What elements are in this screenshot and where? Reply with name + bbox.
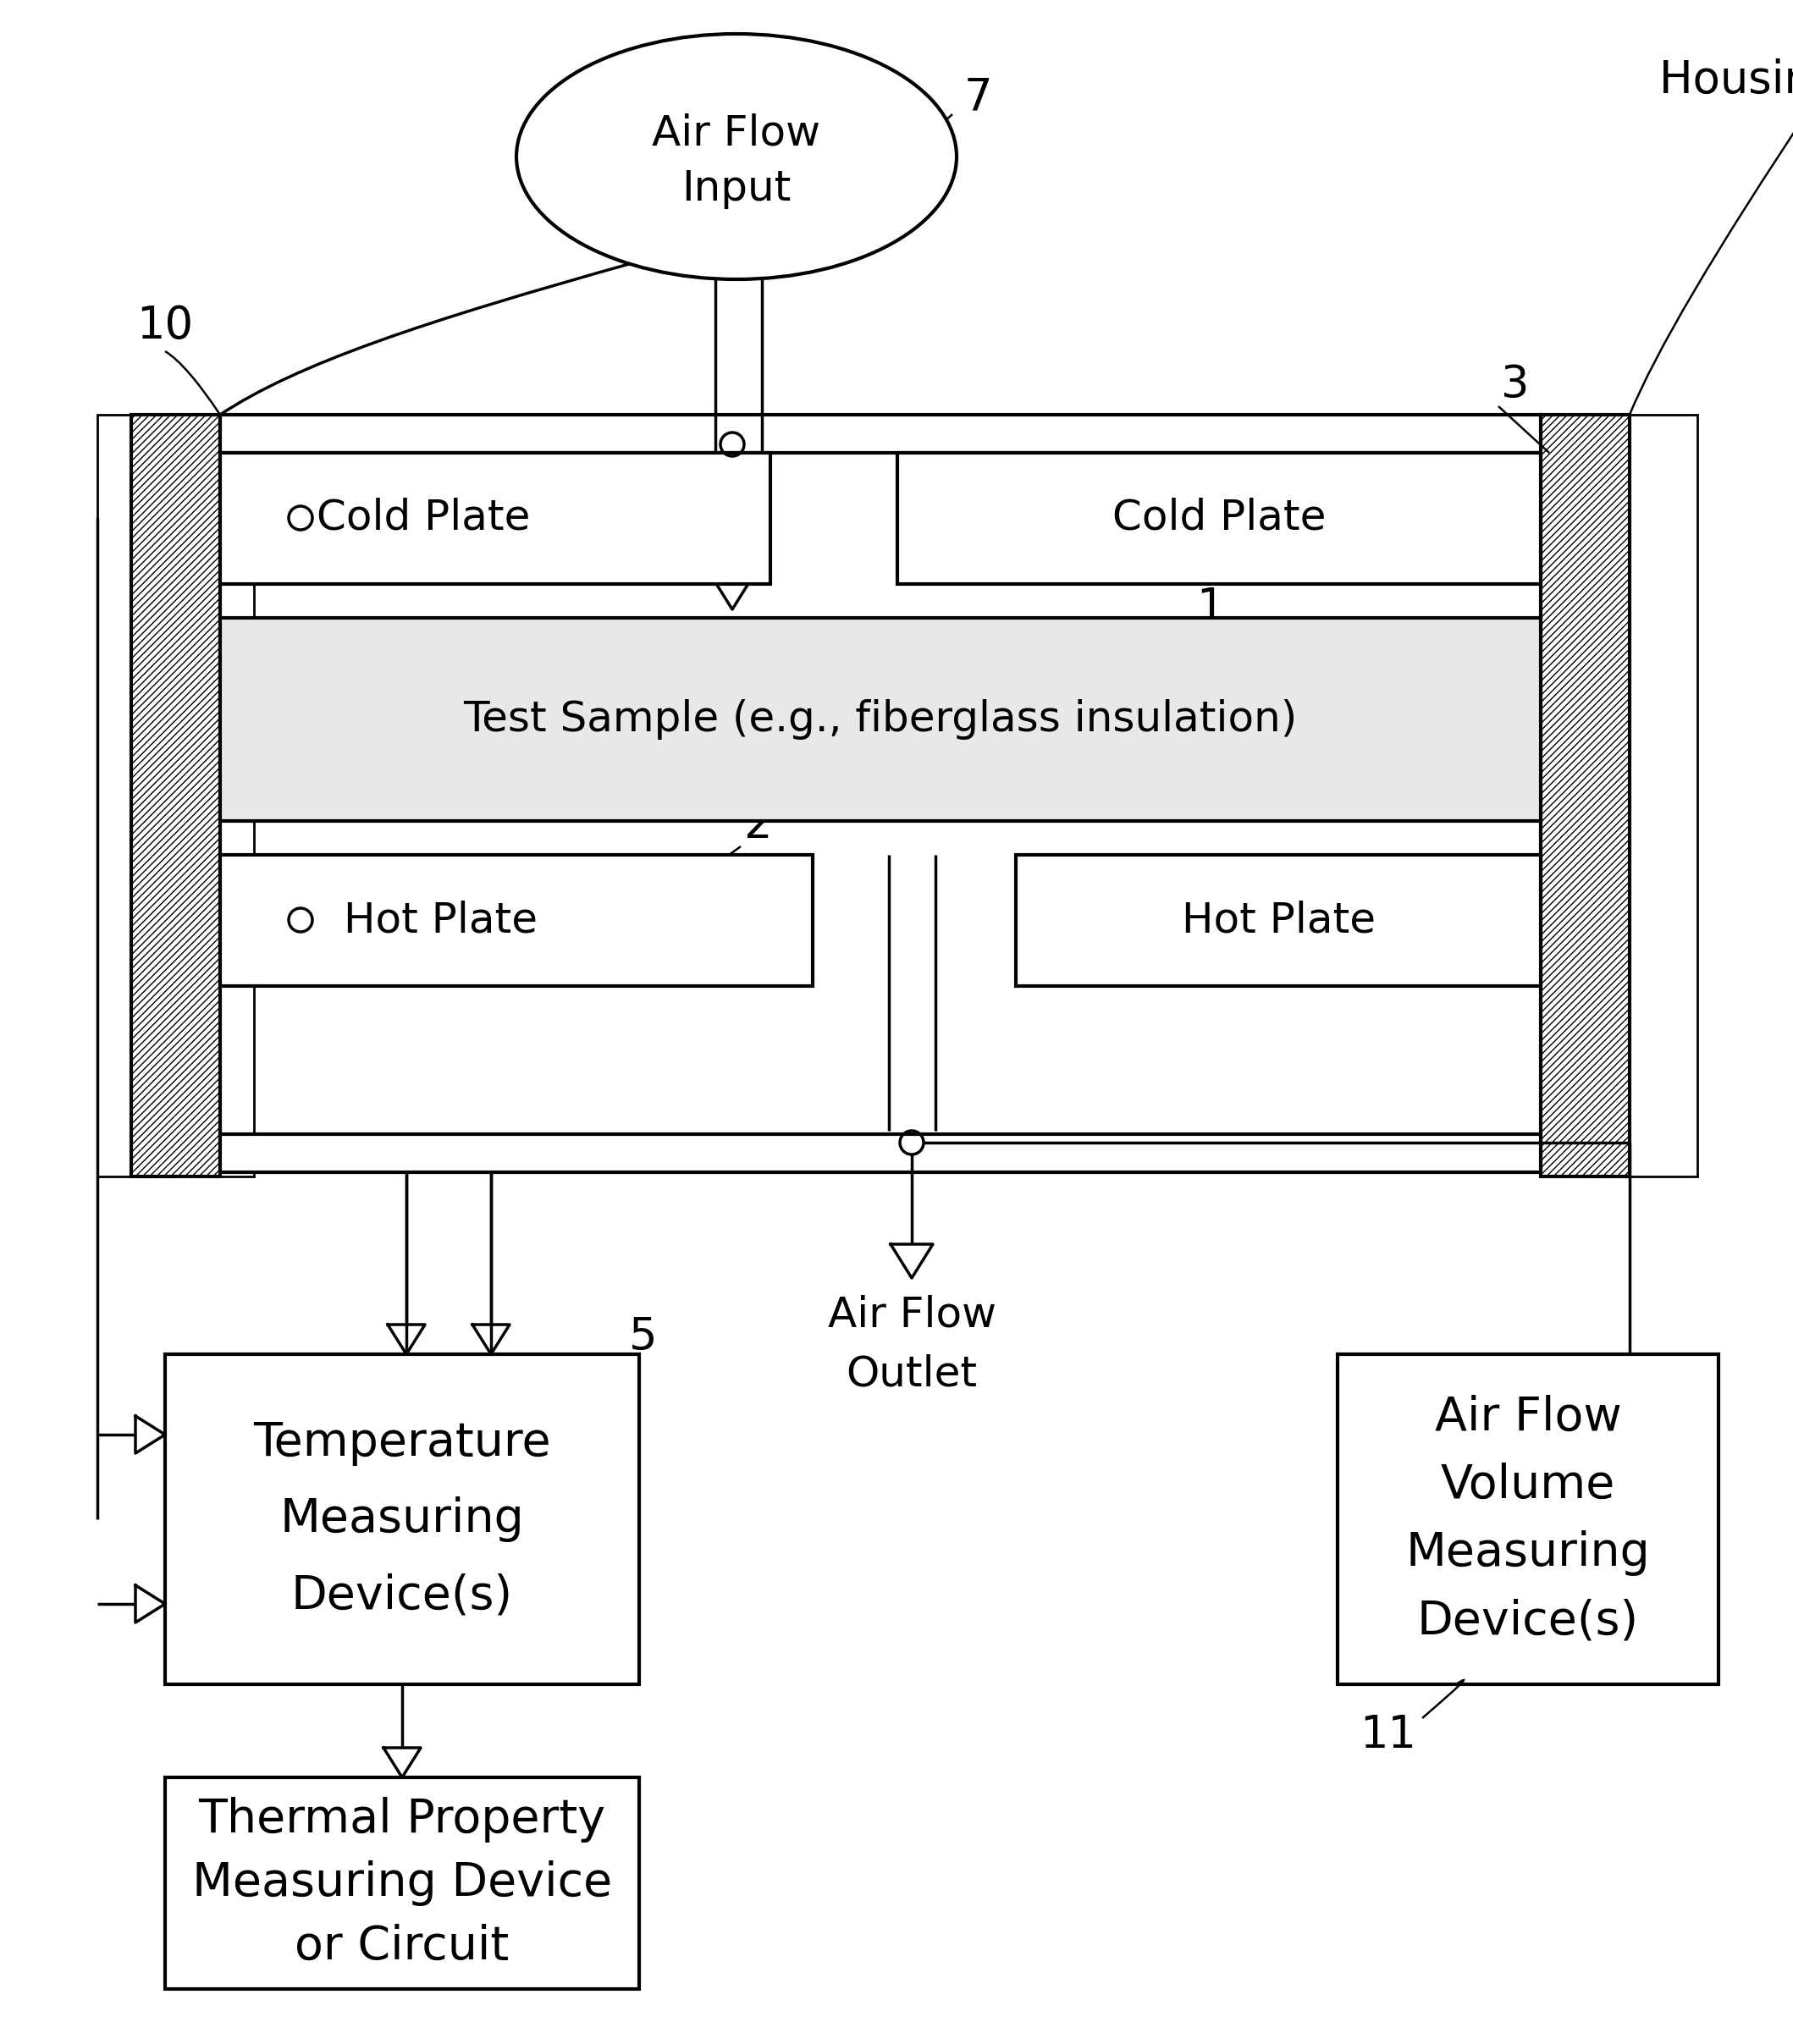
Text: Device(s): Device(s) [1416, 1598, 1639, 1643]
Text: 5: 5 [629, 1314, 658, 1359]
Bar [1017, 854, 1540, 985]
Text: Cold Plate: Cold Plate [1112, 497, 1325, 538]
Text: Hot Plate: Hot Plate [1182, 899, 1375, 940]
Bar [896, 454, 1540, 585]
Text: Air Flow: Air Flow [1434, 1394, 1621, 1441]
Text: or Circuit: or Circuit [294, 1923, 509, 1970]
Bar [165, 1778, 638, 1989]
Text: Air Flow: Air Flow [828, 1296, 995, 1335]
Text: Test Sample (e.g., fiberglass insulation): Test Sample (e.g., fiberglass insulation… [463, 699, 1298, 740]
Text: Housing (10): Housing (10) [1659, 59, 1793, 102]
Text: 1: 1 [1196, 587, 1225, 630]
Text: 11: 11 [1359, 1713, 1416, 1758]
Bar [221, 854, 812, 985]
Text: Cold Plate: Cold Plate [316, 497, 531, 538]
Bar [131, 415, 221, 1177]
Text: Device(s): Device(s) [290, 1572, 513, 1619]
Text: Measuring: Measuring [1406, 1531, 1650, 1576]
Text: Temperature: Temperature [253, 1421, 550, 1466]
Text: 7: 7 [963, 76, 992, 119]
Bar [165, 1355, 638, 1684]
Bar [221, 617, 1540, 822]
Text: Input: Input [681, 168, 791, 208]
Bar [221, 1134, 1540, 1171]
Bar [221, 415, 1540, 454]
Bar [97, 415, 255, 1177]
Text: Measuring: Measuring [280, 1496, 524, 1541]
Text: Measuring Device: Measuring Device [192, 1860, 611, 1907]
Text: Outlet: Outlet [846, 1355, 977, 1394]
Bar [1540, 415, 1698, 1177]
Text: 3: 3 [1501, 364, 1529, 407]
Bar [1338, 1355, 1718, 1684]
Text: 2: 2 [744, 803, 771, 846]
Bar [1540, 415, 1630, 1177]
Text: Hot Plate: Hot Plate [342, 899, 538, 940]
Text: 10: 10 [136, 305, 194, 347]
Ellipse shape [516, 35, 957, 280]
Text: Air Flow: Air Flow [653, 112, 821, 153]
Bar [221, 454, 771, 585]
Text: Thermal Property: Thermal Property [199, 1797, 606, 1842]
Text: Volume: Volume [1440, 1464, 1615, 1508]
